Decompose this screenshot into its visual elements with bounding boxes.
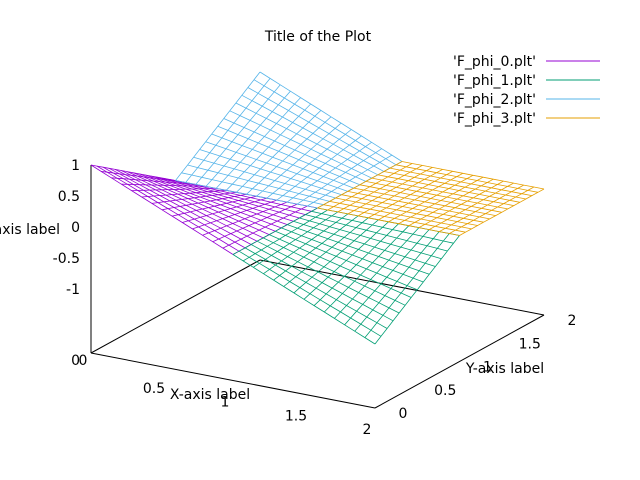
surface-gridline [364,233,450,338]
y-axis-back-line [90,259,261,354]
legend: 'F_phi_0.plt' 'F_phi_1.plt' 'F_phi_2.plt' '… [453,54,600,127]
surface-gridline [157,176,300,219]
x-tick-label: 1 [221,395,230,411]
y-axis-base-line [374,314,545,409]
surface-gridline [374,235,460,345]
surface-gridline [256,122,342,197]
surface-gridline [344,229,430,326]
surface-gridline [163,177,306,215]
surface-gridline [247,87,391,169]
surface-gridline [398,176,484,225]
surface-gridline [428,182,514,230]
surface-gridline [217,125,360,186]
surface-gridline [276,135,362,201]
surface-gridline [299,217,442,260]
z-tick-label: -0.5 [53,251,80,267]
surface-3 [317,161,545,236]
y-tick-label: 2 [568,313,577,329]
surface-gridline [259,71,403,162]
surface-gridline [202,201,288,236]
legend-entry-label: 'F_phi_1.plt' [453,73,536,89]
surface-0 [90,164,318,255]
x-axis-label: X-axis label [170,387,250,403]
surface-gridline [169,179,312,212]
z-tick-label: 0.5 [58,189,80,205]
surface-gridline [223,118,366,182]
x-tick-label: 0.5 [143,381,165,397]
surface-gridline [133,172,276,232]
surface-gridline [418,180,504,228]
surface-gridline [266,129,352,199]
surface-gridline [354,231,440,332]
surface-gridline [408,178,494,227]
surface-gridline [281,227,424,283]
surface-gridline [222,205,308,249]
surface-gridline [334,227,420,319]
surface-gridline [365,181,508,210]
surface-gridline [359,184,502,213]
surface-gridline [305,214,448,252]
surface-gridline [383,171,526,200]
x-tick-label: 1.5 [285,408,307,424]
surface-gridline [459,188,545,236]
y-tick-label: 0.5 [434,383,456,399]
z-tick-label: 0 [71,220,80,236]
x-axis-back-line [259,259,545,316]
surface-gridline [229,110,372,179]
legend-entry-label: 'F_phi_3.plt' [453,111,536,127]
surfaces [90,71,545,345]
surface-gridline [293,220,436,267]
legend-entry-label: 'F_phi_0.plt' [453,54,536,70]
surface-gridline [182,197,267,223]
x-axis-base-line [90,352,376,409]
surface-gridline [275,230,418,291]
tick-labels: 0 0.5 1 1.5 2 0 0.5 1 1.5 2 1 0.5 0 -0.5 -1 0 [53,158,577,438]
surface-gridline [235,102,379,176]
surface-gridline [139,173,282,229]
surface-gridline [377,174,520,203]
surface-gridline [241,94,385,172]
surface-gridline [145,174,288,225]
surface-gridline [286,141,372,203]
surface-gridline [192,199,278,230]
surface-gridline [232,207,318,255]
z-tick-label: 1 [71,158,80,174]
surface-gridline [253,79,397,166]
surface-gridline [212,203,298,243]
x-tick-label: 0 [79,353,88,369]
surface-2 [175,71,403,209]
x-tick-label: 2 [363,422,372,438]
surface-gridline [371,177,514,206]
surface-gridline [172,195,257,217]
surface-gridline [389,167,532,196]
surface-gridline [449,186,535,234]
chart-title: Title of the Plot [264,29,372,45]
surface-gridline [313,223,399,306]
legend-entry-label: 'F_phi_2.plt' [453,92,536,108]
surface-gridline [324,225,410,313]
surface-gridline [401,161,545,190]
surface-gridline [151,175,294,222]
z-axis-label: Z-axis label [0,222,60,238]
z-tick-label: -1 [66,282,80,298]
y-tick-label: 0 [399,406,408,422]
surface-1 [232,207,460,345]
surface-gridline [439,184,524,232]
z-base-tick-label: 0 [71,353,80,369]
y-tick-label: 1 [483,360,492,376]
surface-gridline [311,210,454,244]
surface-gridline [307,154,393,207]
y-axis-label: Y-axis label [465,361,544,377]
surface-gridline [317,161,403,209]
axes-frame [90,165,545,409]
surface-gridline [395,164,539,193]
y-tick-label: 1.5 [519,336,541,352]
surface-gridline [296,148,382,205]
surface-gridline [287,224,430,275]
